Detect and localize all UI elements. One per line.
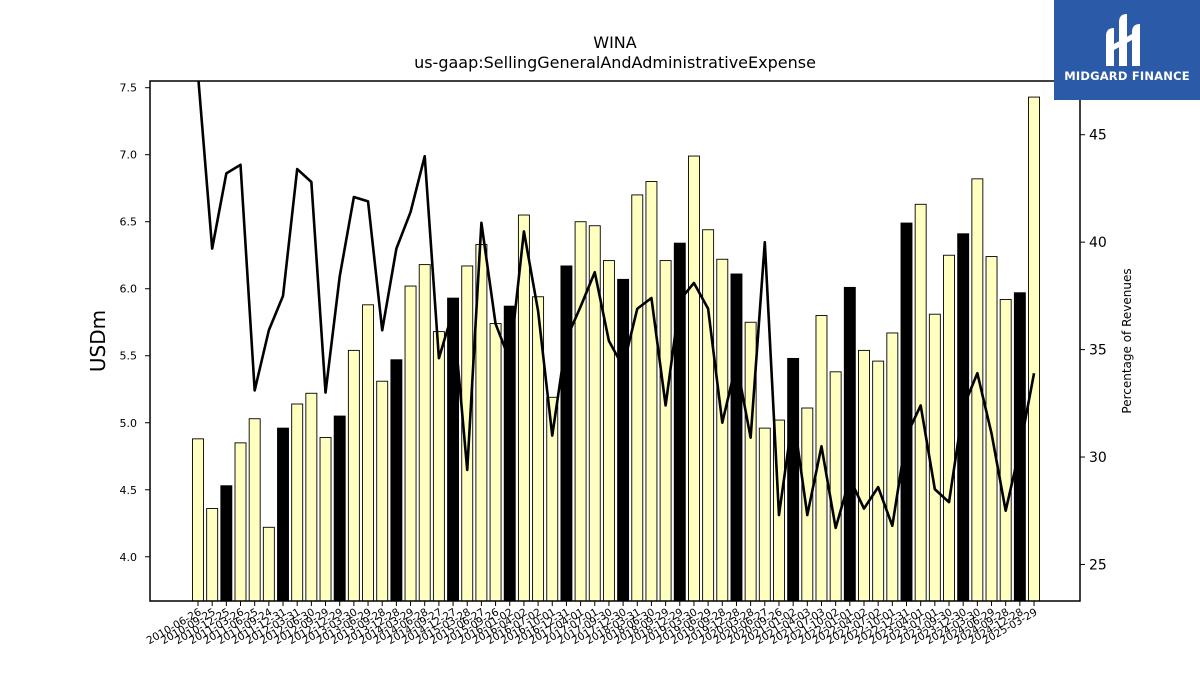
bar <box>843 286 856 602</box>
y-tick-label: 7.0 <box>120 149 138 162</box>
plot-frame <box>149 80 1081 602</box>
bar <box>801 407 814 602</box>
y2-tick-label: 25 <box>1089 557 1107 573</box>
bar <box>617 278 630 602</box>
bar <box>957 233 970 602</box>
bar <box>347 349 360 602</box>
bars-layer <box>192 96 1040 602</box>
bar <box>262 526 275 602</box>
bar <box>418 264 431 602</box>
bar <box>928 313 941 602</box>
line-layer <box>197 81 1036 530</box>
bar <box>192 438 204 602</box>
bar <box>432 331 445 602</box>
bar <box>688 155 700 602</box>
bar <box>645 181 658 602</box>
bar <box>886 332 899 602</box>
y2-tick-label: 40 <box>1089 235 1107 251</box>
y2-axis-label: Percentage of Revenues <box>1120 268 1134 413</box>
y-tick-label: 5.0 <box>120 417 138 430</box>
bar <box>787 357 800 602</box>
bar <box>730 273 743 602</box>
bar <box>602 260 615 602</box>
bar <box>291 403 304 602</box>
y-axis-right: 25 30 35 40 45 <box>1080 128 1107 573</box>
y-axis-label: USDm <box>86 310 110 372</box>
y2-tick-label: 35 <box>1089 343 1107 359</box>
y-tick-label: 4.0 <box>120 551 138 564</box>
y-tick-label: 6.5 <box>120 216 138 229</box>
bar <box>376 380 389 602</box>
bar <box>914 203 927 602</box>
bar <box>659 260 672 602</box>
y2-tick-label: 45 <box>1089 128 1107 144</box>
midgard-logo-icon <box>1106 14 1140 66</box>
bar <box>206 508 219 602</box>
bar <box>815 315 828 602</box>
bar <box>319 437 332 602</box>
bar <box>900 222 913 602</box>
bar <box>333 415 346 602</box>
bar <box>858 349 870 602</box>
chart-subtitle: us-gaap:SellingGeneralAndAdministrativeE… <box>414 53 816 72</box>
bar <box>999 299 1012 602</box>
bar <box>404 285 417 602</box>
bar <box>305 392 318 602</box>
bar <box>574 221 587 602</box>
bar <box>943 254 955 602</box>
bar <box>277 427 289 602</box>
series-line-pct-revenue <box>197 81 1036 530</box>
bar <box>1028 96 1040 602</box>
y-tick-label: 4.5 <box>120 484 138 497</box>
bar <box>234 442 247 602</box>
bar <box>872 360 885 602</box>
bar <box>560 265 573 602</box>
bar <box>631 194 644 602</box>
y-tick-label: 6.0 <box>120 283 138 296</box>
bar <box>758 427 771 602</box>
y-tick-label: 5.5 <box>120 350 138 363</box>
chart-title: WINA <box>593 33 637 52</box>
bar <box>248 418 261 602</box>
bar <box>220 485 233 602</box>
bar <box>489 323 502 602</box>
x-axis: 2010-06-262010-09-252010-12-252011-03-26… <box>145 601 1040 647</box>
y-axis-left: 4.0 4.5 5.0 5.5 6.0 6.5 7.0 7.5 <box>120 82 150 564</box>
y-tick-label: 7.5 <box>120 82 138 95</box>
bar <box>716 258 729 602</box>
bar <box>362 304 374 602</box>
bar <box>390 359 403 602</box>
y2-tick-label: 30 <box>1089 450 1107 466</box>
bar <box>744 321 757 602</box>
logo-text: MIDGARD FINANCE <box>1064 69 1190 83</box>
bar <box>829 371 842 602</box>
brand-logo: MIDGARD FINANCE <box>1054 0 1200 100</box>
bar <box>702 229 715 602</box>
